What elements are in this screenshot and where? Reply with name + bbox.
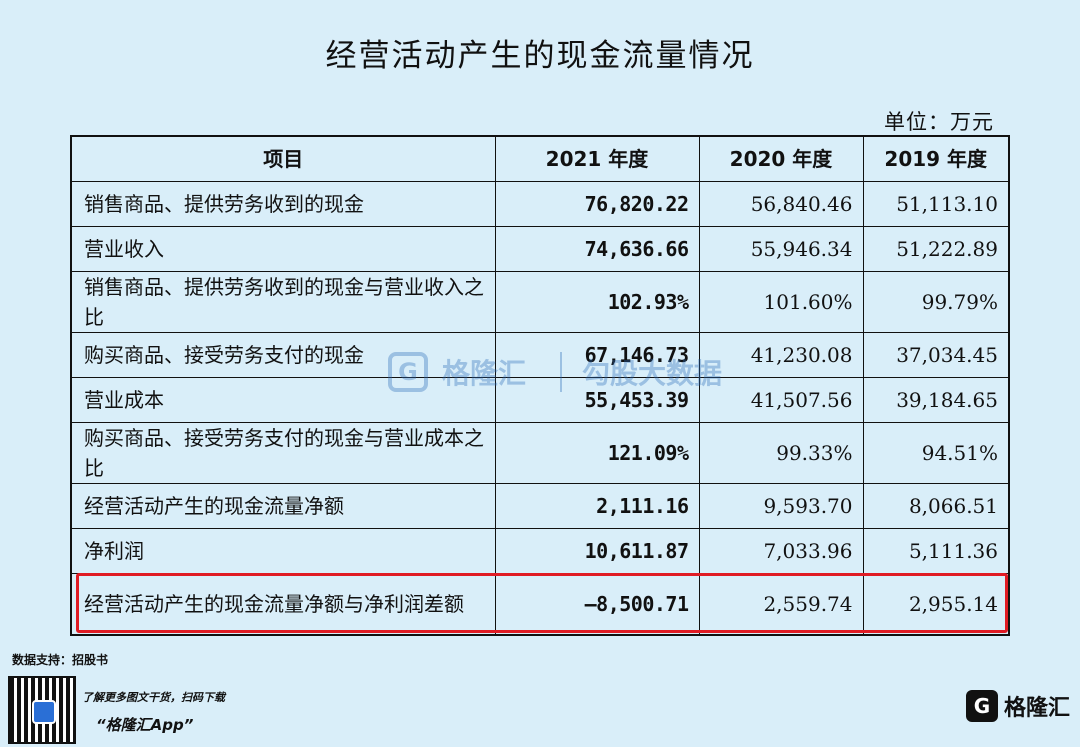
table-row: 经营活动产生的现金流量净额与净利润差额 –8,500.71 2,559.74 2… [70, 573, 1010, 636]
header-2020: 2020 年度 [698, 135, 864, 182]
row-2021: 10,611.87 [494, 528, 700, 574]
watermark-logo-icon: G [388, 352, 428, 392]
row-2019: 37,034.45 [862, 332, 1010, 378]
row-2020: 41,507.56 [698, 377, 864, 423]
row-2019: 8,066.51 [862, 483, 1010, 529]
row-item: 销售商品、提供劳务收到的现金与营业收入之比 [70, 271, 496, 333]
brand-logo: G 格隆汇 [965, 690, 1070, 722]
table-row: 净利润 10,611.87 7,033.96 5,111.36 [70, 528, 1010, 574]
row-2019: 99.79% [862, 271, 1010, 333]
row-2020: 41,230.08 [698, 332, 864, 378]
row-2019: 2,955.14 [862, 573, 1010, 636]
row-2021: 76,820.22 [494, 181, 700, 227]
row-2020: 2,559.74 [698, 573, 864, 636]
header-item: 项目 [70, 135, 496, 182]
table-row: 购买商品、接受劳务支付的现金与营业成本之比 121.09% 99.33% 94.… [70, 422, 1010, 484]
row-item: 净利润 [70, 528, 496, 574]
watermark-sub: 勾股大数据 [560, 352, 722, 392]
row-2020: 56,840.46 [698, 181, 864, 227]
row-item: 营业收入 [70, 226, 496, 272]
row-2021: 102.93% [494, 271, 700, 333]
watermark: G 格隆汇 勾股大数据 [388, 352, 722, 392]
qr-code-icon[interactable] [8, 676, 76, 744]
row-2019: 51,113.10 [862, 181, 1010, 227]
row-2021: 2,111.16 [494, 483, 700, 529]
row-2021: 74,636.66 [494, 226, 700, 272]
row-item: 销售商品、提供劳务收到的现金 [70, 181, 496, 227]
row-2019: 39,184.65 [862, 377, 1010, 423]
watermark-name: 格隆汇 [442, 357, 527, 390]
row-2019: 94.51% [862, 422, 1010, 484]
brand-g-icon: G [965, 690, 998, 722]
table-row: 营业成本 55,453.39 41,507.56 39,184.65 [70, 377, 1010, 423]
row-item: 购买商品、接受劳务支付的现金 [70, 332, 496, 378]
row-2020: 99.33% [698, 422, 864, 484]
row-item: 经营活动产生的现金流量净额与净利润差额 [70, 573, 496, 636]
unit-label: 单位：万元 [884, 110, 994, 134]
table-row: 营业收入 74,636.66 55,946.34 51,222.89 [70, 226, 1010, 272]
header-2021: 2021 年度 [494, 135, 700, 182]
qr-note: 了解更多图文干货，扫码下载 [82, 691, 225, 704]
cash-flow-table: 项目 2021 年度 2020 年度 2019 年度 销售商品、提供劳务收到的现… [70, 135, 1010, 636]
row-2021: 55,453.39 [494, 377, 700, 423]
row-item: 购买商品、接受劳务支付的现金与营业成本之比 [70, 422, 496, 484]
row-2021: 121.09% [494, 422, 700, 484]
brand-name: 格隆汇 [1003, 696, 1070, 721]
table-row: 销售商品、提供劳务收到的现金与营业收入之比 102.93% 101.60% 99… [70, 271, 1010, 333]
qr-center-logo-icon [32, 700, 56, 724]
header-2019: 2019 年度 [862, 135, 1010, 182]
table-row: 经营活动产生的现金流量净额 2,111.16 9,593.70 8,066.51 [70, 483, 1010, 529]
row-2020: 55,946.34 [698, 226, 864, 272]
row-2019: 5,111.36 [862, 528, 1010, 574]
page-title: 经营活动产生的现金流量情况 [325, 38, 755, 74]
row-2019: 51,222.89 [862, 226, 1010, 272]
table-row: 购买商品、接受劳务支付的现金 67,146.73 41,230.08 37,03… [70, 332, 1010, 378]
row-2020: 9,593.70 [698, 483, 864, 529]
row-2021: –8,500.71 [494, 573, 700, 636]
table-header-row: 项目 2021 年度 2020 年度 2019 年度 [70, 135, 1010, 182]
row-2020: 101.60% [698, 271, 864, 333]
app-name: “格隆汇App” [96, 716, 194, 734]
table-row: 销售商品、提供劳务收到的现金 76,820.22 56,840.46 51,11… [70, 181, 1010, 227]
row-item: 经营活动产生的现金流量净额 [70, 483, 496, 529]
row-2020: 7,033.96 [698, 528, 864, 574]
data-source: 数据支持：招股书 [12, 653, 109, 667]
